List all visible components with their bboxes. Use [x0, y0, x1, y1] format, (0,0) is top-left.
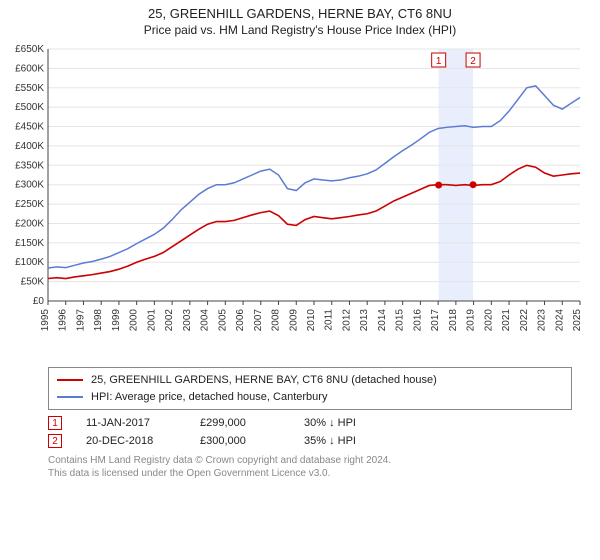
svg-text:1998: 1998: [93, 309, 104, 332]
svg-text:£400K: £400K: [15, 141, 44, 152]
svg-text:1997: 1997: [75, 309, 86, 332]
legend-item-property: 25, GREENHILL GARDENS, HERNE BAY, CT6 8N…: [57, 372, 563, 389]
legend-label: HPI: Average price, detached house, Cant…: [91, 389, 327, 406]
footnote-line: Contains HM Land Registry data © Crown c…: [48, 454, 572, 467]
svg-text:£200K: £200K: [15, 218, 44, 229]
svg-text:2002: 2002: [164, 309, 175, 332]
legend-item-hpi: HPI: Average price, detached house, Cant…: [57, 389, 563, 406]
svg-text:2000: 2000: [129, 309, 140, 332]
svg-text:2023: 2023: [537, 309, 548, 332]
legend-swatch: [57, 396, 83, 398]
svg-text:1999: 1999: [111, 309, 122, 332]
legend-label: 25, GREENHILL GARDENS, HERNE BAY, CT6 8N…: [91, 372, 437, 389]
sale-date: 11-JAN-2017: [86, 417, 176, 429]
svg-text:£350K: £350K: [15, 160, 44, 171]
svg-text:2004: 2004: [200, 309, 211, 332]
chart-title: 25, GREENHILL GARDENS, HERNE BAY, CT6 8N…: [0, 0, 600, 21]
svg-text:2003: 2003: [182, 309, 193, 332]
svg-text:2015: 2015: [395, 309, 406, 332]
svg-text:2012: 2012: [341, 309, 352, 332]
price-line-chart: £0 £50K £100K £150K £200K £250K £300K £350K £400…: [0, 41, 600, 361]
svg-text:2014: 2014: [377, 309, 388, 332]
svg-text:£550K: £550K: [15, 83, 44, 94]
svg-text:2: 2: [470, 56, 476, 67]
sale-row: 1 11-JAN-2017 £299,000 30% ↓ HPI: [48, 414, 572, 432]
sale-diff: 30% ↓ HPI: [304, 417, 394, 429]
svg-text:£300K: £300K: [15, 180, 44, 191]
svg-text:2011: 2011: [324, 309, 335, 331]
sale-row: 2 20-DEC-2018 £300,000 35% ↓ HPI: [48, 432, 572, 450]
chart-container: £0 £50K £100K £150K £200K £250K £300K £350K £400…: [0, 41, 600, 361]
svg-text:2025: 2025: [572, 309, 583, 332]
svg-text:2021: 2021: [501, 309, 512, 332]
sale-date: 20-DEC-2018: [86, 435, 176, 447]
svg-text:1: 1: [436, 56, 442, 67]
svg-text:2022: 2022: [519, 309, 530, 332]
svg-text:2008: 2008: [271, 309, 282, 332]
svg-text:2013: 2013: [359, 309, 370, 332]
svg-text:2007: 2007: [253, 309, 264, 332]
svg-text:£150K: £150K: [15, 238, 44, 249]
svg-text:1995: 1995: [40, 309, 51, 332]
svg-text:2010: 2010: [306, 309, 317, 332]
sales-table: 1 11-JAN-2017 £299,000 30% ↓ HPI 2 20-DE…: [48, 414, 572, 450]
svg-text:£0: £0: [33, 296, 45, 307]
sale-price: £300,000: [200, 435, 280, 447]
svg-text:£650K: £650K: [15, 44, 44, 55]
svg-text:2020: 2020: [483, 309, 494, 332]
legend: 25, GREENHILL GARDENS, HERNE BAY, CT6 8N…: [48, 367, 572, 410]
svg-text:2005: 2005: [217, 309, 228, 332]
sale-marker-icon: 2: [48, 434, 62, 448]
svg-text:£100K: £100K: [15, 257, 44, 268]
chart-subtitle: Price paid vs. HM Land Registry's House …: [0, 21, 600, 41]
sale-price: £299,000: [200, 417, 280, 429]
footnote-line: This data is licensed under the Open Gov…: [48, 467, 572, 480]
footnote: Contains HM Land Registry data © Crown c…: [48, 454, 572, 480]
svg-text:2009: 2009: [288, 309, 299, 332]
svg-text:2024: 2024: [554, 309, 565, 332]
svg-text:2001: 2001: [146, 309, 157, 332]
svg-text:1996: 1996: [58, 309, 69, 332]
svg-text:2018: 2018: [448, 309, 459, 332]
svg-text:£450K: £450K: [15, 122, 44, 133]
svg-text:£250K: £250K: [15, 199, 44, 210]
svg-text:£500K: £500K: [15, 102, 44, 113]
sale-marker-icon: 1: [48, 416, 62, 430]
svg-text:£50K: £50K: [21, 277, 45, 288]
sale-diff: 35% ↓ HPI: [304, 435, 394, 447]
legend-swatch: [57, 379, 83, 381]
svg-text:2017: 2017: [430, 309, 441, 332]
svg-text:£600K: £600K: [15, 63, 44, 74]
svg-text:2019: 2019: [466, 309, 477, 332]
svg-text:2016: 2016: [412, 309, 423, 332]
svg-text:2006: 2006: [235, 309, 246, 332]
